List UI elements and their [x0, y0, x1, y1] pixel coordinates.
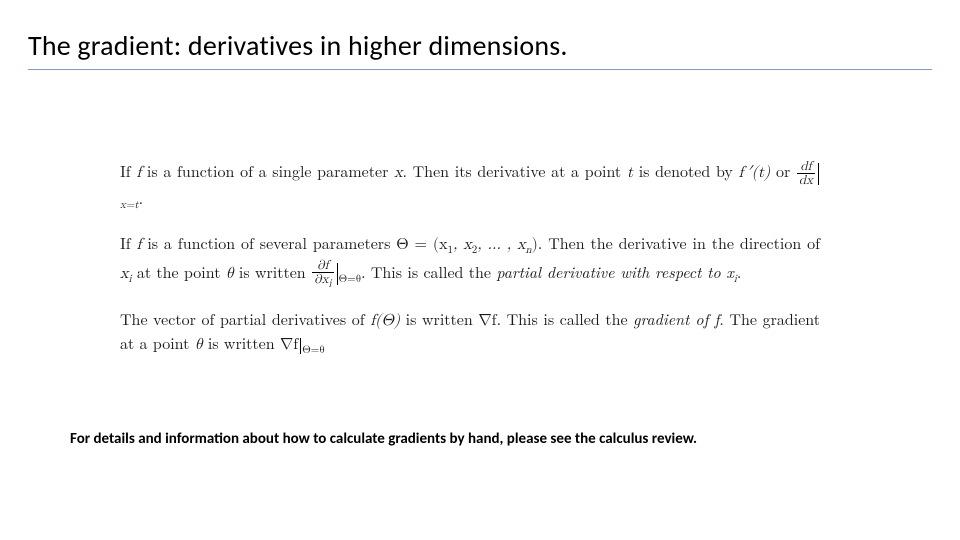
paragraph-3: The vector of partial derivatives of f(Θ… [120, 308, 820, 360]
fraction-denominator: ∂xi [312, 273, 334, 290]
paragraph-2: If f is a function of several parameters… [120, 232, 820, 290]
eval-subscript: x=t [120, 200, 139, 211]
footnote: For details and information about how to… [70, 430, 890, 448]
text: . Then the derivative in the direction o… [538, 231, 820, 254]
eval-subscript: Θ=θ [302, 345, 324, 356]
text: The vector of partial derivatives of [120, 307, 370, 330]
term-gradient: gradient of f [633, 307, 719, 330]
math-fprime: f ′(t) [739, 165, 771, 181]
text: . Then its derivative at a point [403, 159, 627, 182]
text: . [737, 260, 741, 283]
den-text: ∂x [314, 273, 328, 286]
text: , … , x [477, 237, 525, 253]
body-text: If f is a function of a single parameter… [120, 160, 820, 359]
text: is a function of a single parameter [141, 159, 394, 182]
text: If [120, 231, 137, 254]
text: , x [453, 237, 472, 253]
math-theta-eq: Θ = (x [396, 237, 447, 253]
math-f-theta: f(Θ) [370, 313, 400, 329]
fraction-denominator: dx [797, 174, 815, 187]
eval-subscript: Θ=θ [339, 274, 361, 285]
fraction-dfdx: dfdx [797, 160, 815, 187]
slide: The gradient: derivatives in higher dime… [0, 0, 960, 540]
text: is a function of several parameters [141, 231, 396, 254]
den-sub: i [329, 279, 332, 290]
term-partial-derivative: partial derivative with respect to xi [496, 260, 737, 283]
math-theta: θ [195, 337, 203, 353]
title-underline [28, 69, 932, 70]
text: . [139, 186, 143, 209]
page-title: The gradient: derivatives in higher dime… [28, 28, 932, 69]
text: or [770, 159, 796, 182]
fraction-partial: ∂f∂xi [312, 259, 334, 290]
paragraph-1: If f is a function of a single parameter… [120, 160, 820, 214]
text: is written [203, 331, 280, 354]
math-nabla-f: ∇f [478, 313, 496, 329]
text: If [120, 159, 136, 182]
eval-bar [818, 163, 819, 185]
text: is written [400, 307, 478, 330]
title-block: The gradient: derivatives in higher dime… [28, 28, 932, 70]
math-x: x [394, 165, 402, 181]
fraction-numerator: df [797, 160, 815, 174]
eval-bar [337, 263, 338, 285]
term-text: partial derivative with respect to x [496, 260, 733, 283]
text: . This is called the [361, 260, 496, 283]
text: . This is called the [497, 307, 634, 330]
text: at the point [132, 260, 226, 283]
text: is denoted by [633, 159, 738, 182]
math-nabla-f-eval: ∇f [280, 337, 298, 353]
text: is written [234, 260, 311, 283]
fraction-numerator: ∂f [312, 259, 334, 273]
math-theta-point: θ [226, 266, 234, 282]
